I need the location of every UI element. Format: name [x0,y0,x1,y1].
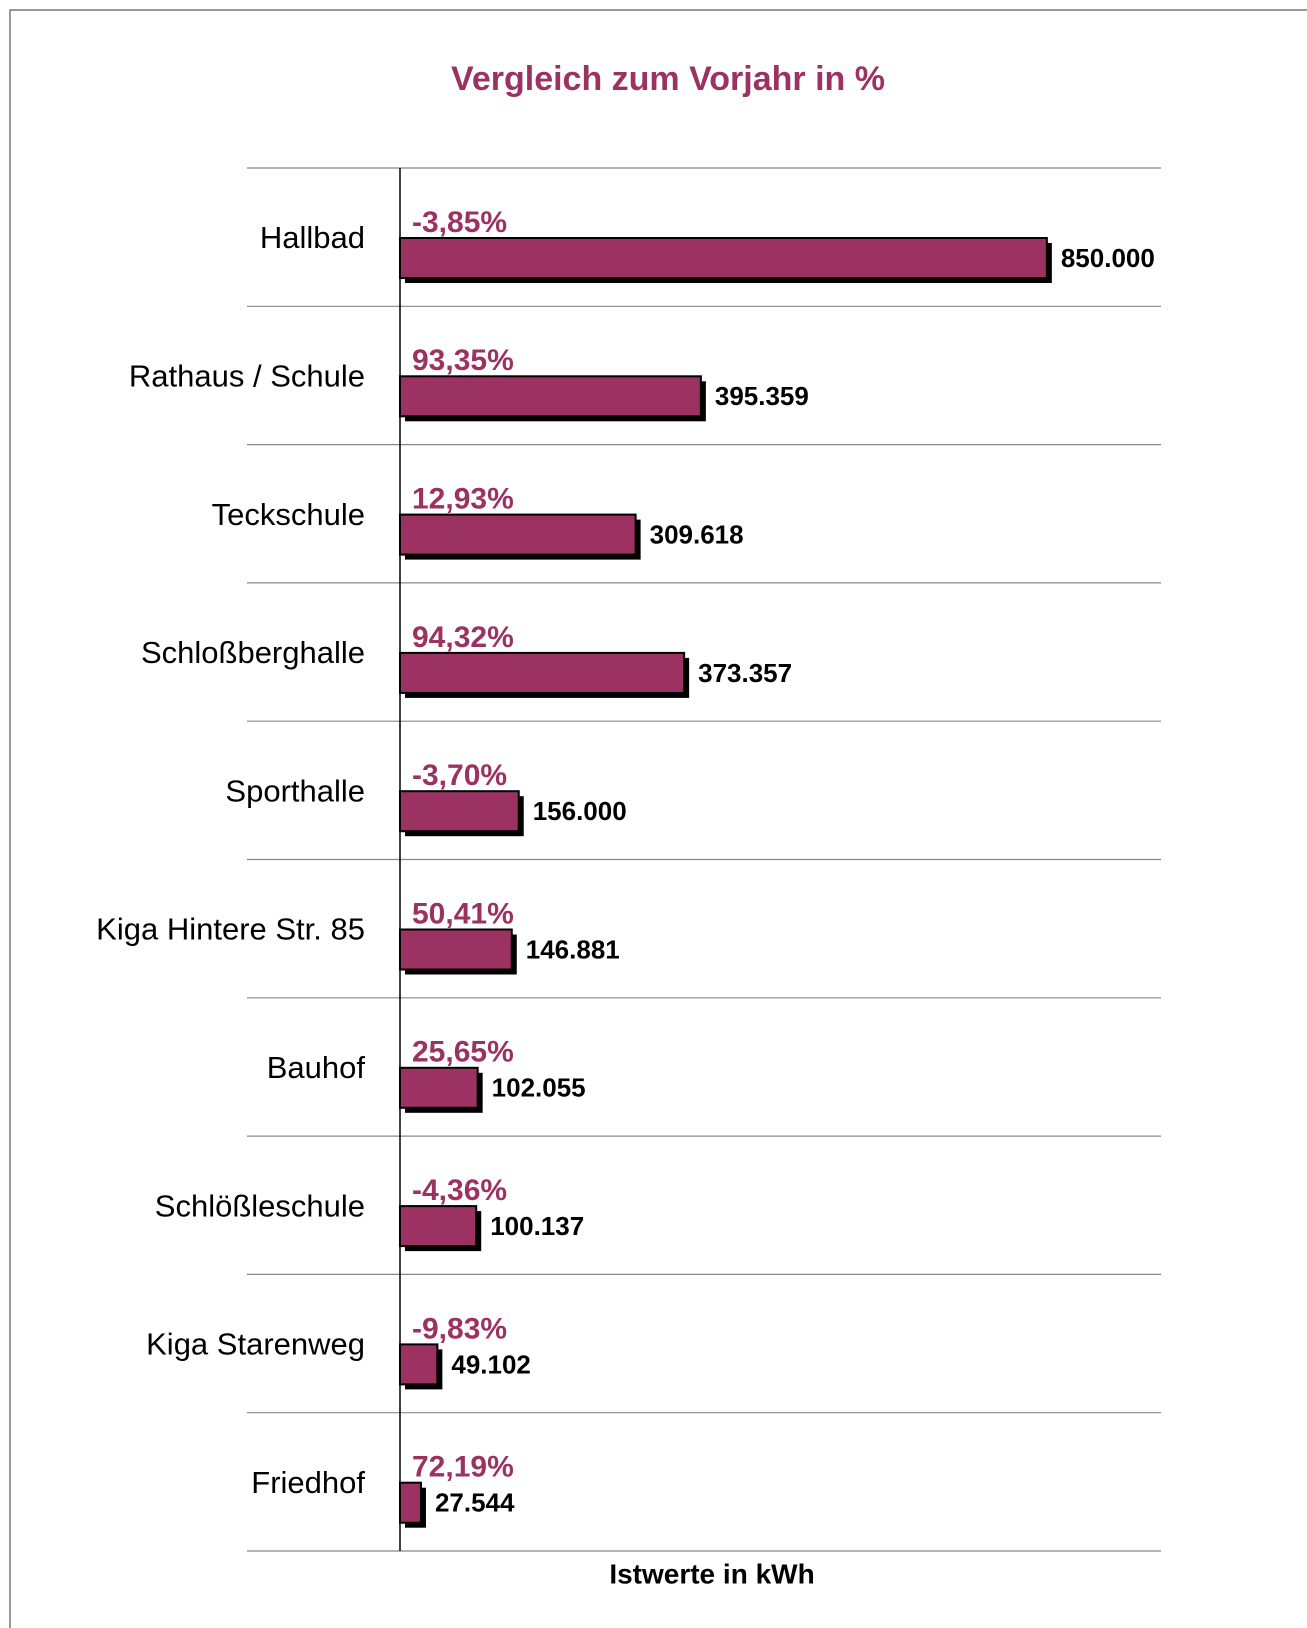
category-label: Schloßberghalle [141,635,365,670]
value-label: 850.000 [1061,243,1155,273]
change-label: 94,32% [412,621,514,654]
category-label: Friedhof [251,1465,365,1500]
frame [9,9,1307,1628]
category-label: Hallbad [260,220,365,255]
value-label: 156.000 [533,796,627,826]
value-label: 373.357 [698,658,792,688]
bar [399,513,637,556]
chart-title: Vergleich zum Vorjahr in % [451,60,885,98]
value-label: 102.055 [492,1073,586,1103]
value-label: 49.102 [451,1349,531,1379]
bar [399,928,513,971]
value-label: 146.881 [526,934,620,964]
change-label: -9,83% [412,1312,507,1345]
bar [399,1343,439,1386]
bar [399,375,702,418]
bar [399,651,686,694]
category-label: Kiga Hintere Str. 85 [96,912,365,947]
bar [399,1066,479,1109]
change-label: -4,36% [412,1174,507,1207]
bar [399,237,1048,279]
category-label: Schlößleschule [155,1188,365,1223]
x-axis-label: Istwerte in kWh [609,1558,814,1589]
change-label: 93,35% [412,344,514,377]
change-label: 50,41% [412,897,514,930]
value-label: 27.544 [435,1488,515,1518]
change-label: 25,65% [412,1036,514,1069]
change-label: -3,70% [412,759,507,792]
change-label: 12,93% [412,483,514,516]
bar [399,1205,478,1248]
value-label: 100.137 [490,1211,584,1241]
category-label: Bauhof [267,1050,366,1085]
bar [399,1481,422,1524]
value-label: 309.618 [650,519,744,549]
category-label: Teckschule [212,497,365,532]
category-label: Rathaus / Schule [129,358,365,393]
category-label: Kiga Starenweg [146,1327,365,1362]
change-label: -3,85% [412,206,507,239]
change-label: 72,19% [412,1451,514,1484]
category-label: Sporthalle [225,773,365,808]
value-label: 395.359 [715,381,809,411]
bar [399,790,520,833]
